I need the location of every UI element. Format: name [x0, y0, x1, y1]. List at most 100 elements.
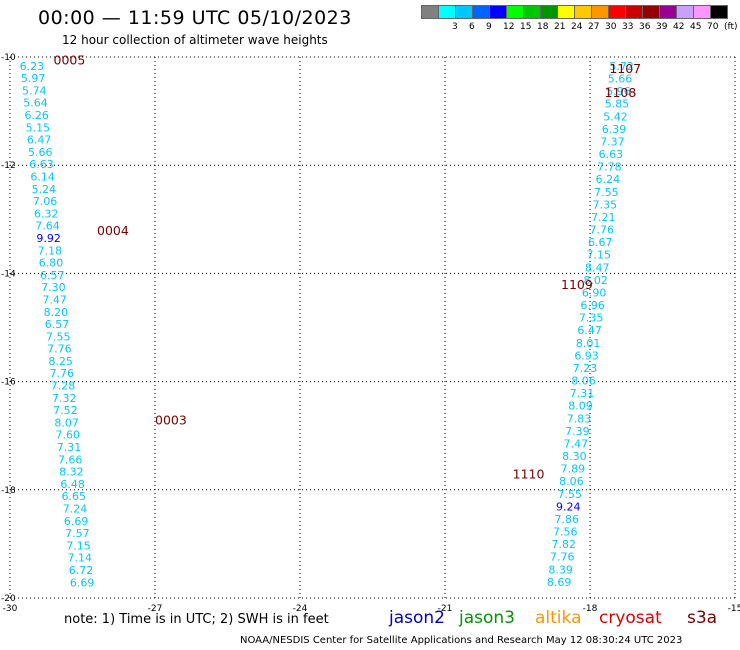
- wave-height-value: 9.24: [556, 500, 581, 513]
- wave-height-value: 7.57: [65, 527, 90, 540]
- wave-height-value: 5.74: [22, 84, 47, 97]
- legend-swatch: [557, 5, 575, 19]
- wave-height-value: 5.15: [26, 121, 51, 134]
- wave-height-value: 6.63: [599, 148, 624, 161]
- wave-height-value: 7.47: [564, 437, 589, 450]
- legend-swatch: [421, 5, 439, 19]
- wave-height-value: 8.06: [571, 375, 596, 388]
- legend-label: 33: [622, 22, 634, 32]
- legend-label: 27: [588, 22, 600, 32]
- wave-height-value: 5.24: [32, 183, 57, 196]
- wave-height-value: 7.64: [35, 220, 60, 233]
- pass-time-label: 0003: [155, 412, 187, 427]
- legend-label: 3: [452, 22, 458, 32]
- satellite-altika: altika: [535, 608, 582, 628]
- lat-tick-label: -16: [1, 378, 16, 388]
- wave-height-value: 8.09: [568, 400, 593, 413]
- legend-swatch: [625, 5, 643, 19]
- wave-height-value: 7.66: [58, 453, 83, 466]
- lon-tick-label: -21: [438, 604, 453, 614]
- lat-tick-label: -14: [1, 269, 16, 279]
- wave-height-value: 7.30: [41, 281, 66, 294]
- wave-height-value: 8.39: [548, 563, 573, 576]
- wave-height-value: 6.69: [64, 515, 89, 528]
- wave-height-value: 8.30: [562, 450, 587, 463]
- legend-swatch: [489, 5, 507, 19]
- wave-height-value: 6.47: [27, 134, 52, 147]
- legend-swatch: [523, 5, 541, 19]
- lat-tick-label: -10: [1, 53, 16, 63]
- lon-tick-label: -18: [583, 604, 598, 614]
- wave-height-value: 7.52: [53, 404, 78, 417]
- legend-swatch: [693, 5, 711, 19]
- wave-height-value: 6.23: [20, 60, 44, 73]
- page-title: 00:00 — 11:59 UTC 05/10/2023: [38, 7, 352, 29]
- pass-time-label: 0005: [54, 53, 86, 68]
- wave-height-value: 6.14: [30, 171, 54, 184]
- wave-height-value: 7.35: [593, 198, 618, 211]
- lat-tick-label: -12: [1, 161, 16, 171]
- lon-tick-label: -24: [293, 604, 308, 614]
- wave-height-value: 8.02: [583, 274, 608, 287]
- wave-height-value: 6.26: [24, 109, 49, 122]
- legend-label: 15: [520, 22, 532, 32]
- wave-height-value: 7.15: [586, 249, 611, 262]
- wave-height-value: 8.69: [547, 576, 572, 589]
- legend-swatch: [472, 5, 490, 19]
- wave-height-value: 7.60: [56, 429, 81, 442]
- wave-height-value: 8.07: [54, 416, 79, 429]
- legend-label: 42: [673, 22, 685, 32]
- wave-height-value: 7.82: [551, 538, 576, 551]
- wave-height-value: 5.64: [23, 97, 48, 110]
- legend-label: 39: [656, 22, 668, 32]
- wave-height-value: 7.18: [38, 244, 63, 257]
- legend-label: (ft): [724, 22, 738, 32]
- wave-height-value: 5.96: [606, 85, 631, 98]
- wave-height-value: 7.21: [591, 211, 616, 224]
- wave-height-value: 5.72: [609, 60, 634, 73]
- wave-height-value: 6.93: [574, 349, 599, 362]
- satellite-s3a: s3a: [687, 608, 718, 628]
- wave-height-value: 7.32: [52, 392, 77, 405]
- wave-height-value: 6.67: [588, 236, 613, 249]
- wave-height-value: 7.31: [570, 387, 595, 400]
- wave-height-value: 7.37: [600, 135, 625, 148]
- pass-time-label: 1110: [513, 467, 545, 482]
- legend-swatch: [591, 5, 609, 19]
- wave-height-value: 6.57: [45, 318, 70, 331]
- wave-height-value: 7.76: [590, 224, 615, 237]
- legend-swatch: [506, 5, 524, 19]
- wave-height-value: 5.66: [28, 146, 53, 159]
- legend-label: 30: [605, 22, 617, 32]
- pass-time-label: 1107: [609, 61, 641, 76]
- legend-swatch: [608, 5, 626, 19]
- wave-height-value: 7.78: [597, 161, 622, 174]
- wave-height-value: 6.72: [69, 564, 94, 577]
- wave-height-value: 7.14: [68, 552, 93, 565]
- legend-label: 9: [486, 22, 492, 32]
- wave-height-value: 7.31: [57, 441, 81, 454]
- wave-height-value: 5.66: [608, 73, 633, 86]
- wave-height-value: 6.96: [580, 299, 605, 312]
- wave-height-value: 7.76: [550, 551, 575, 564]
- wave-height-value: 5.85: [605, 98, 630, 111]
- wave-height-value: 7.89: [561, 463, 586, 476]
- legend-swatch: [659, 5, 677, 19]
- wave-height-value: 7.24: [63, 502, 88, 515]
- wave-height-value: 6.57: [40, 269, 64, 282]
- wave-height-value: 5.97: [21, 72, 45, 85]
- satellite-jason3: jason3: [459, 608, 515, 628]
- legend-label: 45: [690, 22, 702, 32]
- page-subtitle: 12 hour collection of altimeter wave hei…: [62, 33, 328, 47]
- legend-swatch: [642, 5, 660, 19]
- wave-height-value: 7.35: [579, 312, 604, 325]
- pass-time-label: 1108: [605, 85, 637, 100]
- legend-label: 24: [571, 22, 583, 32]
- wave-height-value: 7.39: [565, 425, 590, 438]
- wave-height-value: 8.47: [585, 261, 610, 274]
- wave-height-value: 7.76: [50, 367, 75, 380]
- wave-height-value: 9.92: [36, 232, 61, 245]
- lat-tick-label: -18: [1, 486, 16, 496]
- lon-tick-label: -30: [3, 604, 18, 614]
- legend-swatch: [455, 5, 473, 19]
